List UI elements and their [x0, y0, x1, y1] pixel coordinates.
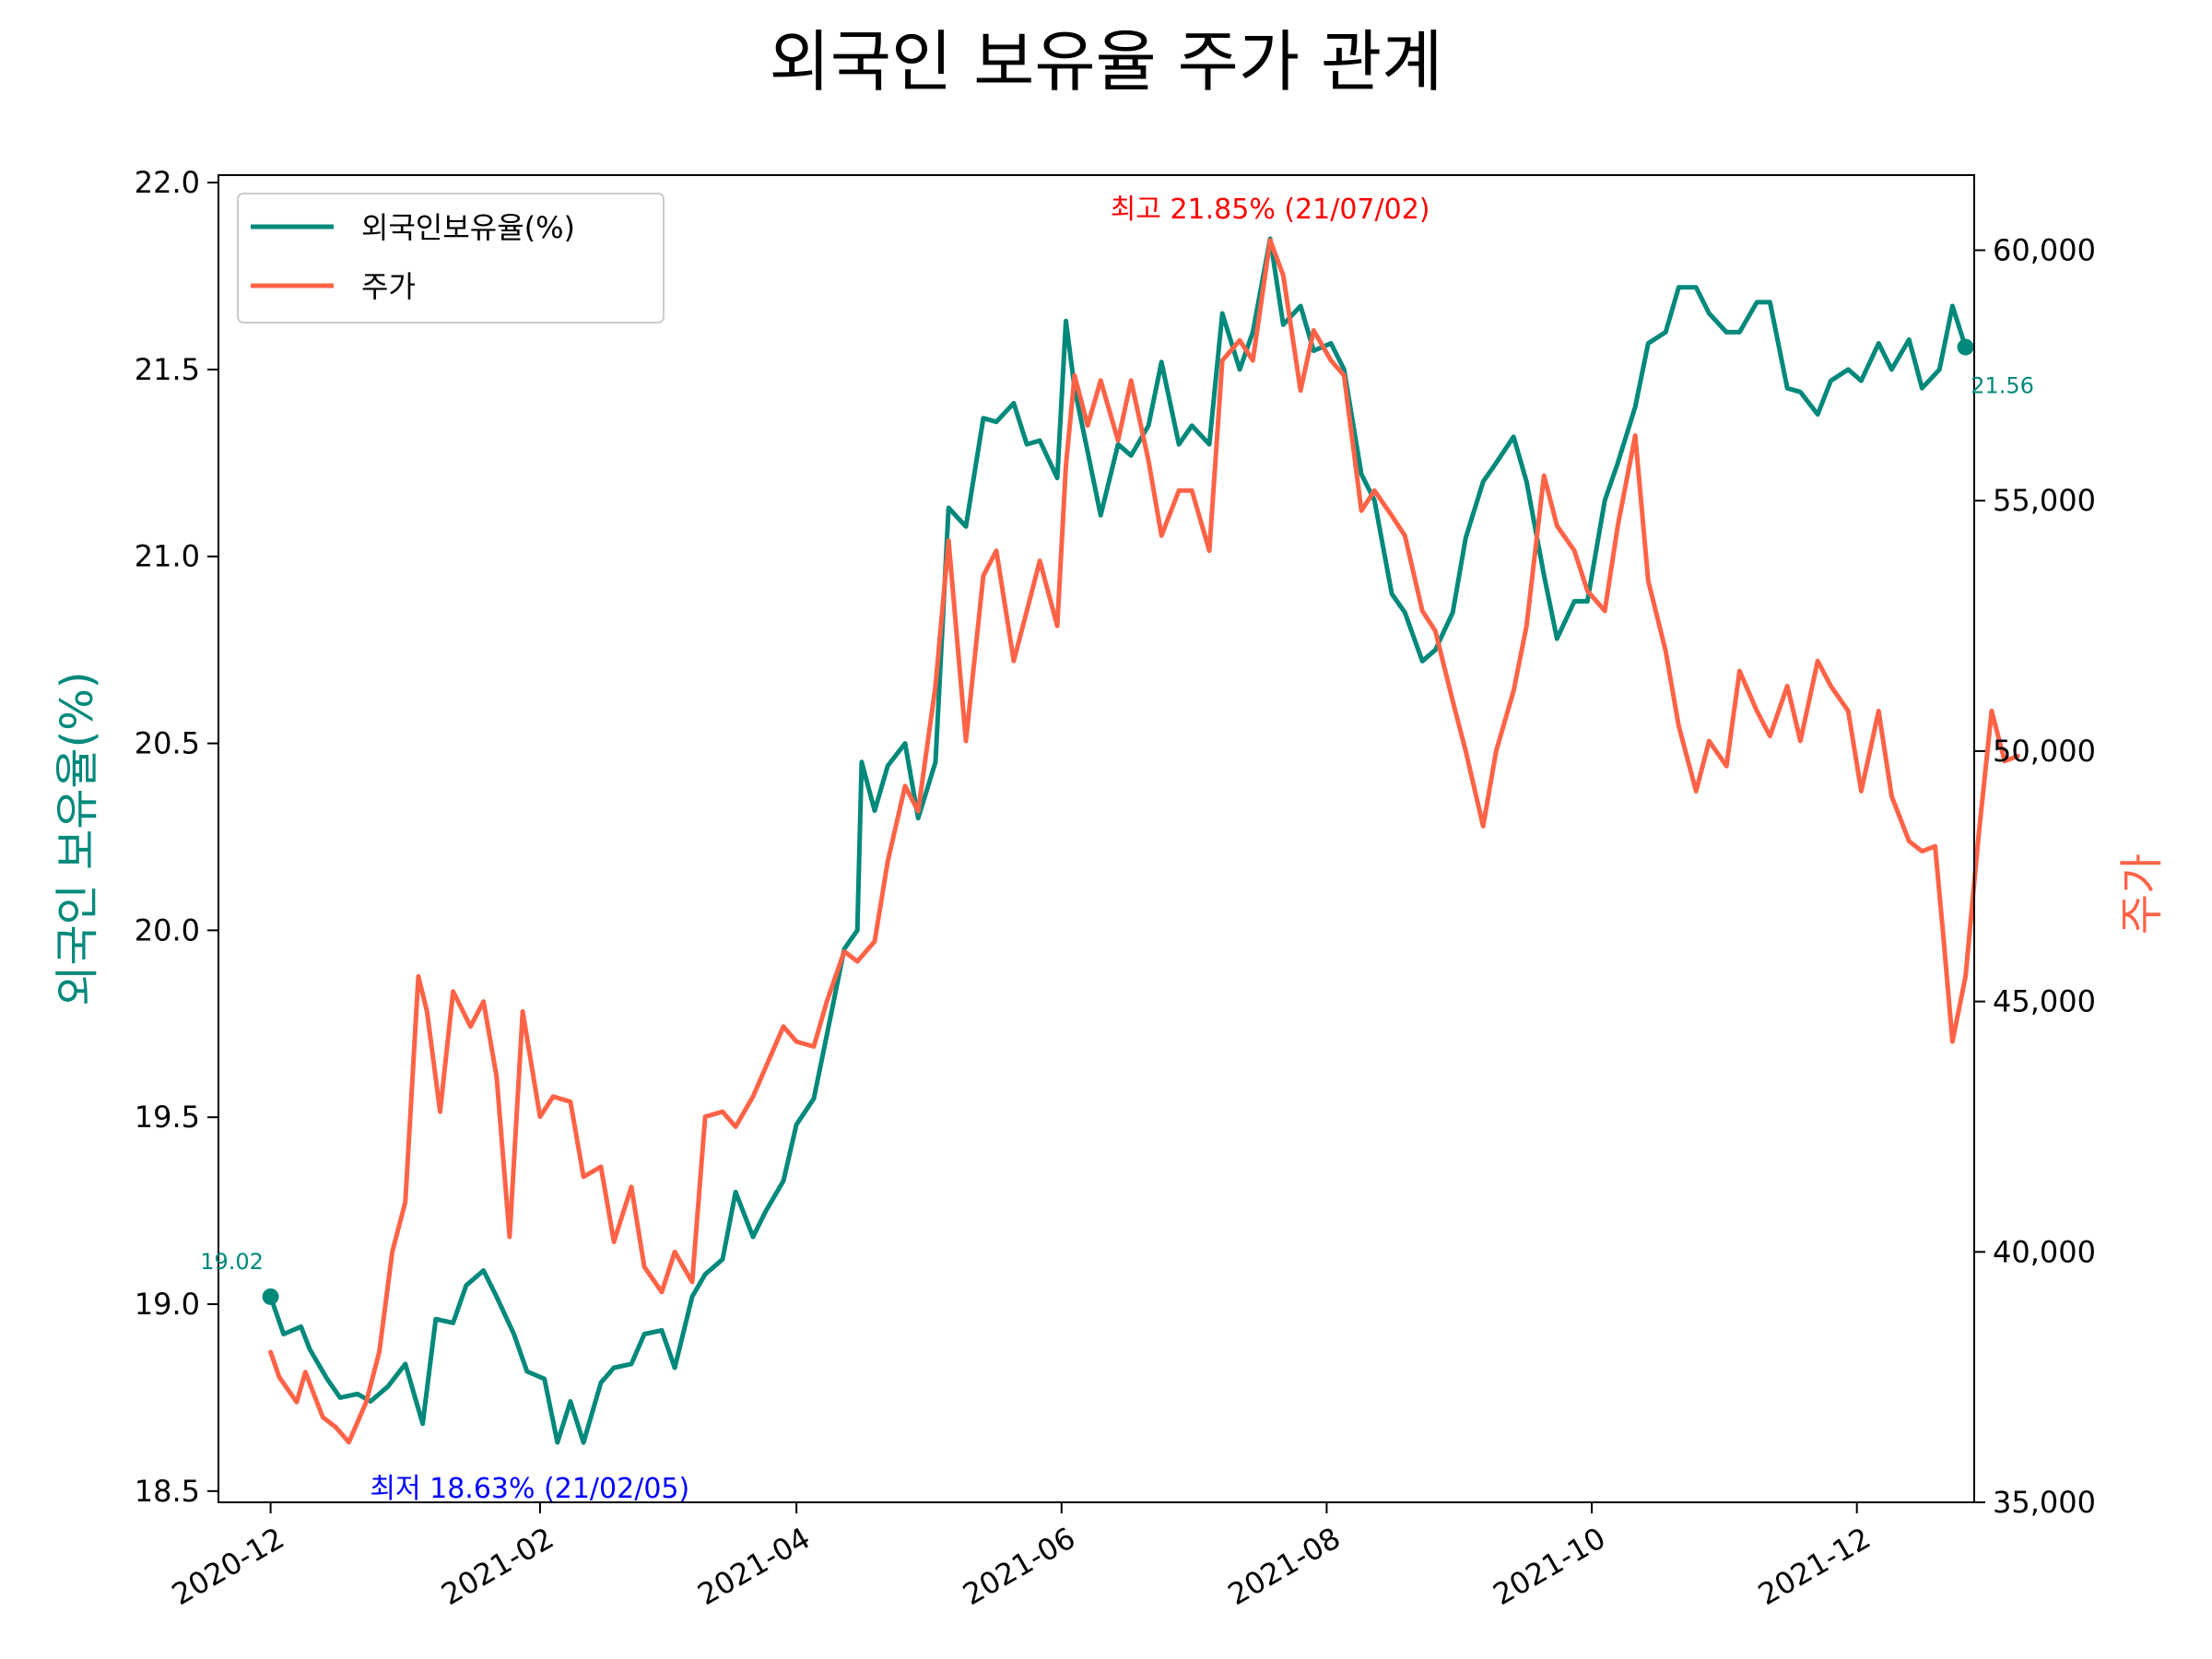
y-left-tick-label: 22.0: [135, 165, 200, 200]
start-marker: [262, 1288, 279, 1305]
y-right-tick-label: 40,000: [1993, 1234, 2096, 1269]
series-layer: [262, 236, 2020, 1445]
legend-frame: [237, 193, 665, 324]
x-tick-label: 2021-04: [692, 1520, 817, 1612]
y-left-tick-label: 20.0: [135, 912, 200, 947]
start-value-label: 19.02: [200, 1249, 264, 1275]
legend-label-price: 주가: [361, 269, 416, 304]
y-axis-label-right: 주가: [2116, 853, 2168, 935]
x-tick-label: 2021-02: [435, 1520, 559, 1612]
annotation-layer: 최고 21.85% (21/07/02) 최저 18.63% (21/02/05…: [200, 194, 2034, 1505]
legend-label-ratio: 외국인보유율(%): [361, 210, 575, 245]
end-marker: [1957, 338, 1974, 356]
max-annotation: 최고 21.85% (21/07/02): [1111, 194, 1430, 226]
y-left-tick-label: 18.5: [135, 1474, 200, 1509]
legend: 외국인보유율(%) 주가: [237, 193, 665, 324]
chart-title: 외국인 보유율 주가 관계: [769, 23, 1442, 100]
y-right-tick-label: 60,000: [1993, 233, 2096, 268]
y-left-tick-label: 21.5: [135, 352, 200, 387]
plot-frame: [218, 174, 1975, 1503]
y-right-tick-label: 55,000: [1993, 483, 2096, 518]
y-left-tick-label: 20.5: [135, 726, 200, 761]
y-left-tick-label: 19.5: [135, 1100, 200, 1135]
y-right-tick-label: 35,000: [1993, 1485, 2096, 1520]
x-tick-label: 2021-12: [1752, 1520, 1877, 1612]
series-line-ratio: [268, 236, 1969, 1445]
series-line-price: [268, 238, 2020, 1445]
y-axis-label-left: 외국인 보유율(%): [52, 671, 103, 1006]
x-tick-label: 2021-08: [1222, 1520, 1347, 1612]
x-tick-label: 2021-06: [957, 1520, 1081, 1612]
y-left-tick-label: 21.0: [135, 539, 200, 574]
y-left-tick-label: 19.0: [135, 1287, 200, 1322]
y-right-tick-label: 50,000: [1993, 734, 2096, 769]
y-right-tick-label: 45,000: [1993, 984, 2096, 1019]
min-annotation: 최저 18.63% (21/02/05): [370, 1473, 689, 1505]
x-tick-label: 2020-12: [166, 1520, 290, 1612]
x-tick-label: 2021-10: [1487, 1520, 1611, 1612]
end-value-label: 21.56: [1971, 373, 2034, 399]
